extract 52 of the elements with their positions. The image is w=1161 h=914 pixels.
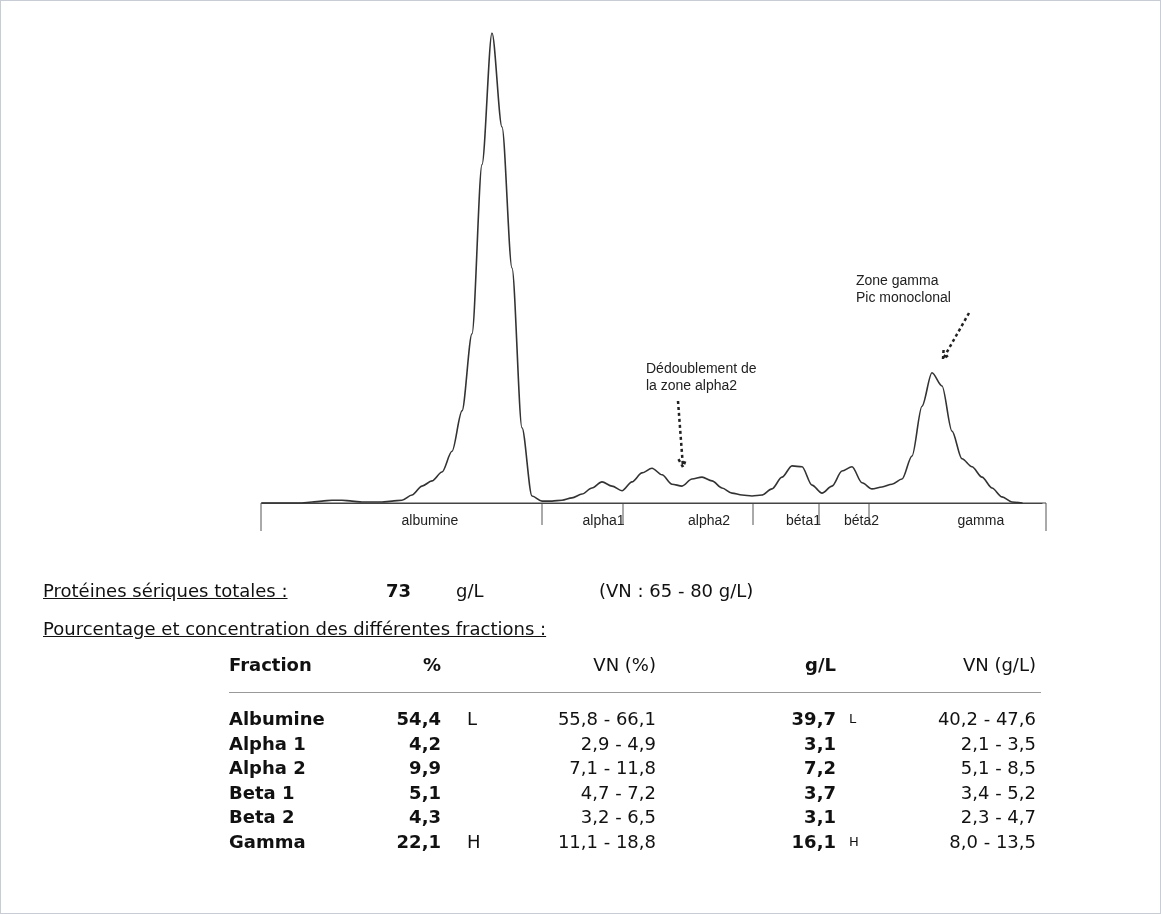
text: 4,7 - 7,2 [580, 781, 656, 803]
category-label: VN (g/L) [962, 654, 1036, 675]
text: 8,0 - 13,5 [949, 831, 1036, 852]
text: 39,7 [791, 708, 836, 729]
text: Gamma [229, 831, 306, 852]
text: 3,1 [804, 806, 836, 828]
text: 2,1 - 3,5 [960, 732, 1036, 754]
text: béta2 [843, 512, 880, 528]
text: alpha2 [688, 512, 731, 528]
text: 11,1 - 18,8 [557, 831, 656, 852]
text: 3,4 - 5,2 [960, 781, 1036, 803]
category-label: % [422, 654, 441, 675]
category-label: VN (%) [593, 654, 656, 675]
text: Beta 2 [229, 806, 295, 828]
text: H [467, 831, 481, 852]
text: 2,9 - 4,9 [580, 732, 656, 754]
text: H [849, 834, 859, 849]
text: 5,1 [409, 781, 441, 803]
text: 3,2 - 6,5 [580, 806, 656, 828]
text: (VN : 65 - 80 g/L) [599, 580, 754, 601]
text: g/L [456, 580, 484, 601]
text: L [849, 711, 857, 726]
text: 2,3 - 4,7 [960, 806, 1036, 828]
text: Protéines sériques totales : [43, 580, 288, 601]
text: 3,7 [804, 781, 836, 803]
category-label: g/L [805, 654, 836, 675]
text: gamma [957, 512, 1005, 528]
text: Alpha 1 [229, 732, 306, 754]
text: Albumine [229, 708, 325, 729]
text: albumine [401, 512, 459, 528]
text: Beta 1 [229, 781, 295, 803]
text: 7,2 [804, 757, 836, 779]
text: 16,1 [791, 831, 836, 852]
text: 4,3 [409, 806, 441, 828]
text: 5,1 - 8,5 [960, 757, 1036, 779]
text: 22,1 [396, 831, 441, 852]
text: 7,1 - 11,8 [569, 757, 656, 779]
text: béta1 [785, 512, 822, 528]
text: Alpha 2 [229, 757, 306, 779]
text: 55,8 - 66,1 [557, 708, 656, 729]
category-label: Fraction [229, 654, 312, 675]
text: 3,1 [804, 732, 836, 754]
annotation: Dédoublement de la zone alpha2 [646, 359, 757, 393]
text: 73 [386, 580, 412, 601]
text: alpha1 [582, 512, 625, 528]
text: L [467, 708, 478, 729]
text: Pourcentage et concentration des différentes fractions : [43, 618, 547, 639]
text: 40,2 - 47,6 [937, 708, 1036, 729]
text: 54,4 [396, 708, 441, 729]
text: 9,9 [409, 757, 441, 779]
text: 4,2 [409, 732, 441, 754]
annotation: Zone gamma Pic monoclonal [856, 271, 951, 305]
